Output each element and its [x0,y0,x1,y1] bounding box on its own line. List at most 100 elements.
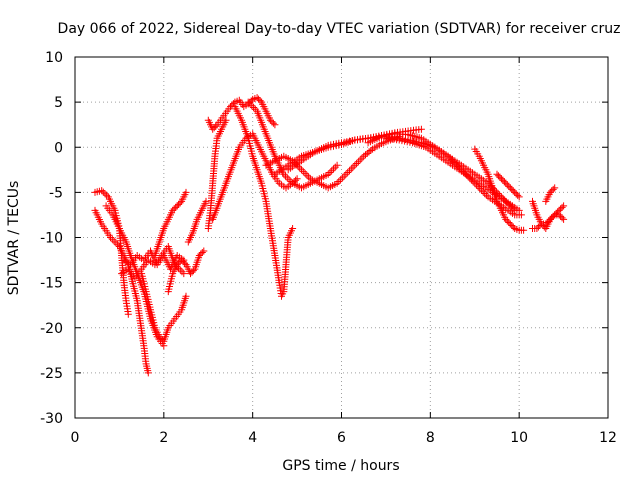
data-point [303,171,311,179]
data-point [176,266,184,274]
data-point [328,167,336,175]
data-point [173,202,181,210]
data-point [212,122,220,130]
data-point [509,223,517,231]
data-point [512,190,520,198]
data-point [114,241,122,249]
data-point [481,190,489,197]
data-point [253,94,261,102]
data-point [269,119,277,127]
series-arc-20 [471,145,528,234]
y-tick-label-10: 10 [45,50,63,66]
data-point [335,178,343,185]
data-point [293,175,301,183]
data-point [515,206,523,214]
data-point [101,190,109,198]
plot-frame [74,56,609,419]
data-point [169,206,177,214]
data-point [546,188,554,196]
data-point [338,174,346,182]
data-point [108,235,116,243]
x-tick-label-2: 2 [159,430,168,446]
data-point [508,222,516,229]
data-point [342,170,350,178]
data-point [188,268,196,276]
data-point [181,259,189,267]
y-tick-label-minus10: -10 [40,231,63,247]
series-arc-17 [284,132,519,214]
data-point [353,160,361,167]
data-point [107,234,114,241]
data-point [175,200,183,208]
data-point [197,250,205,258]
data-point [549,185,557,193]
data-point [98,187,106,195]
data-point [365,148,373,156]
data-point [202,197,210,205]
y-tick-label-minus15: -15 [40,276,63,292]
data-point [287,178,295,185]
data-point [246,100,254,108]
data-point [247,97,255,105]
data-point [546,215,554,223]
data-point [289,225,297,232]
data-point [268,118,276,126]
data-point [502,179,510,187]
data-point [557,205,565,213]
data-point [496,173,504,181]
data-point [195,252,203,259]
data-point [157,334,165,342]
series-arc-11 [204,94,279,133]
data-point [299,168,307,176]
data-point [250,104,258,111]
data-point [337,176,345,184]
data-point [555,206,563,214]
series-arc-07 [151,188,190,259]
data-point [356,156,364,164]
data-point [280,170,288,178]
data-point [351,161,359,169]
series-arc-10 [204,116,230,232]
data-point [182,292,190,300]
data-point [509,187,517,195]
data-point [229,100,237,108]
data-point [354,158,362,166]
data-point [176,199,184,207]
data-point [363,149,371,157]
y-tick-label-5: 5 [54,95,63,111]
data-point [548,214,556,222]
data-point [514,191,522,199]
y-tick-label-minus30: -30 [40,411,63,427]
data-point [508,185,516,193]
data-point [493,170,501,178]
data-point [210,124,218,132]
data-points [91,94,568,377]
series-arc-08 [164,247,208,296]
y-tick-label-minus5: -5 [49,185,63,201]
data-point [500,178,508,186]
x-tick-label-10: 10 [510,430,528,446]
data-point [124,310,132,318]
data-point [301,169,309,177]
x-tick-label-4: 4 [248,430,257,446]
data-point [271,121,279,129]
data-point [173,261,181,269]
data-point [506,184,514,192]
data-point [99,188,107,196]
data-point [503,181,511,189]
data-point [344,169,352,176]
data-point [499,176,507,184]
data-point [517,211,525,219]
data-point [552,209,560,217]
data-point [560,202,568,210]
series-arc-24 [542,184,559,205]
series-arc-06 [138,270,190,345]
data-point [533,225,541,232]
data-point [189,267,197,275]
data-point [333,161,341,169]
data-point [170,205,178,213]
data-point [255,95,263,103]
y-tick-label-0: 0 [54,140,63,156]
data-point [178,268,186,276]
